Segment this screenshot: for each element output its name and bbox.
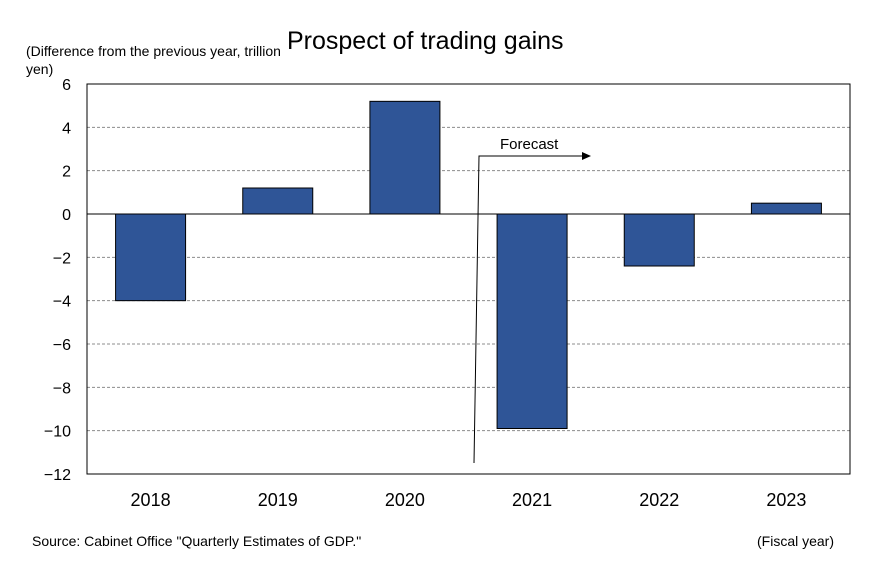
y-tick-label: 6 xyxy=(62,77,71,94)
forecast-arrow-line xyxy=(473,155,582,464)
x-category-label: 2022 xyxy=(639,490,679,510)
bar-2022 xyxy=(623,213,695,267)
forecast-label: Forecast xyxy=(500,136,559,153)
y-tick-label: −6 xyxy=(53,337,71,354)
bar-2018 xyxy=(115,213,187,302)
x-category-label: 2020 xyxy=(385,490,425,510)
bar-2021 xyxy=(496,213,568,429)
x-category-labels: 2018 2019 2020 2021 2022 2023 xyxy=(131,490,807,510)
plot-frame xyxy=(86,83,851,475)
chart-title: Prospect of trading gains xyxy=(287,27,564,55)
bar-2020 xyxy=(369,100,441,215)
source-note: Source: Cabinet Office "Quarterly Estima… xyxy=(32,533,362,549)
y-tick-label: −8 xyxy=(53,380,71,397)
y-axis-label: (Difference from the previous year, tril… xyxy=(26,43,281,77)
y-tick-label: −4 xyxy=(53,294,71,311)
x-axis-label: (Fiscal year) xyxy=(757,533,835,549)
x-category-label: 2019 xyxy=(258,490,298,510)
bar-2023 xyxy=(750,202,822,215)
y-tick-label: −12 xyxy=(44,467,71,484)
forecast-arrow-head xyxy=(582,152,591,160)
bars xyxy=(115,100,822,429)
bar-2019 xyxy=(242,187,314,215)
y-tick-labels: 6 4 2 0 −2 −4 −6 −8 −10 −12 xyxy=(44,77,71,484)
y-tick-label: −10 xyxy=(44,424,71,441)
y-tick-label: −2 xyxy=(53,250,71,267)
y-tick-label: 2 xyxy=(62,164,71,181)
x-category-label: 2021 xyxy=(512,490,552,510)
x-category-label: 2023 xyxy=(766,490,806,510)
y-tick-label: 4 xyxy=(62,120,71,137)
gridlines xyxy=(87,126,850,432)
y-tick-label: 0 xyxy=(62,207,71,224)
x-category-label: 2018 xyxy=(131,490,171,510)
forecast-annotation: Forecast xyxy=(473,136,591,464)
